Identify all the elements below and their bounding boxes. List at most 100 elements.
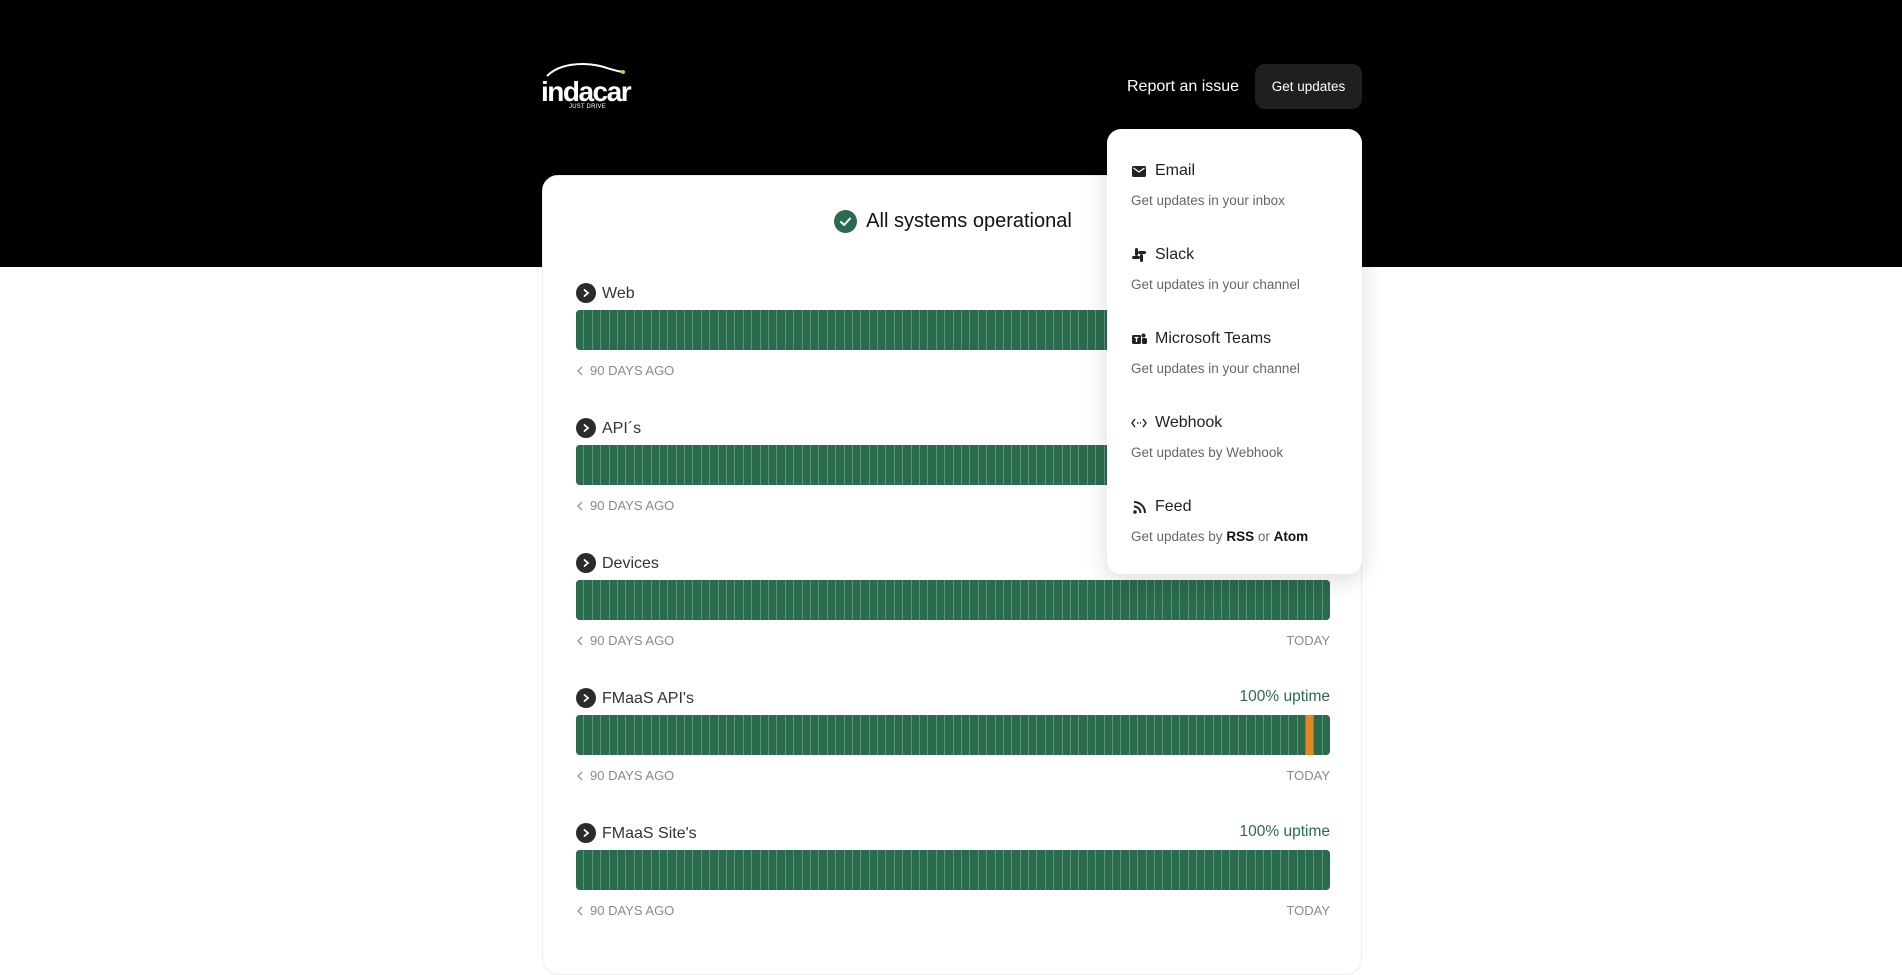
uptime-day-bar[interactable] (1264, 580, 1273, 620)
uptime-day-bar[interactable] (1037, 580, 1046, 620)
subscribe-slack[interactable]: Slack Get updates in your channel (1131, 246, 1346, 316)
uptime-day-bar[interactable] (920, 850, 929, 890)
uptime-day-bar[interactable] (710, 715, 719, 755)
uptime-day-bar[interactable] (836, 715, 845, 755)
uptime-day-bar[interactable] (1096, 310, 1105, 350)
uptime-day-bar[interactable] (1071, 715, 1080, 755)
uptime-day-bar[interactable] (1054, 850, 1063, 890)
atom-link[interactable]: Atom (1273, 529, 1309, 544)
uptime-day-bar[interactable] (1272, 715, 1281, 755)
uptime-day-bar[interactable] (643, 580, 652, 620)
uptime-day-bar[interactable] (768, 310, 778, 350)
uptime-day-bar[interactable] (643, 850, 652, 890)
uptime-day-bar[interactable] (878, 580, 887, 620)
uptime-day-bar[interactable] (1154, 715, 1164, 755)
uptime-day-bar-incident[interactable] (1305, 715, 1315, 755)
uptime-day-bar[interactable] (978, 310, 988, 350)
uptime-day-bar[interactable] (685, 580, 694, 620)
uptime-day-bar[interactable] (643, 715, 652, 755)
uptime-day-bar[interactable] (1205, 850, 1214, 890)
uptime-day-bar[interactable] (693, 850, 702, 890)
uptime-day-bar[interactable] (878, 850, 887, 890)
uptime-day-bar[interactable] (1297, 715, 1306, 755)
uptime-day-bar[interactable] (1087, 445, 1097, 485)
uptime-day-bar[interactable] (911, 580, 921, 620)
uptime-day-bar[interactable] (626, 850, 635, 890)
uptime-day-bar[interactable] (693, 580, 702, 620)
uptime-day-bar[interactable] (1188, 580, 1197, 620)
uptime-day-bar[interactable] (886, 445, 895, 485)
uptime-day-bar[interactable] (651, 850, 660, 890)
uptime-day-bar[interactable] (970, 580, 979, 620)
uptime-day-bar[interactable] (970, 850, 979, 890)
uptime-day-bar[interactable] (961, 715, 971, 755)
uptime-day-bar[interactable] (819, 445, 828, 485)
uptime-day-bar[interactable] (1029, 445, 1038, 485)
uptime-day-bar[interactable] (936, 715, 946, 755)
uptime-day-bar[interactable] (794, 310, 803, 350)
uptime-day-bar[interactable] (995, 715, 1004, 755)
uptime-day-bar[interactable] (609, 310, 618, 350)
uptime-day-bar[interactable] (634, 580, 644, 620)
uptime-day-bar[interactable] (1020, 850, 1030, 890)
uptime-day-bar[interactable] (1104, 580, 1113, 620)
uptime-day-bar[interactable] (659, 715, 669, 755)
uptime-day-bar[interactable] (827, 715, 837, 755)
uptime-day-bar[interactable] (777, 310, 786, 350)
uptime-day-bar[interactable] (1062, 310, 1072, 350)
uptime-day-bar[interactable] (785, 850, 795, 890)
uptime-day-bar[interactable] (743, 715, 753, 755)
uptime-day-bar[interactable] (961, 580, 971, 620)
uptime-day-bar[interactable] (668, 715, 677, 755)
chevron-right-icon[interactable] (576, 823, 596, 843)
uptime-day-bar[interactable] (609, 715, 618, 755)
uptime-day-bar[interactable] (735, 310, 744, 350)
uptime-day-bar[interactable] (1003, 580, 1013, 620)
uptime-day-bar[interactable] (1163, 715, 1172, 755)
uptime-day-bar[interactable] (844, 580, 853, 620)
uptime-day-bar[interactable] (911, 850, 921, 890)
uptime-day-bar[interactable] (634, 850, 644, 890)
uptime-day-bar[interactable] (727, 580, 736, 620)
uptime-day-bar[interactable] (685, 445, 694, 485)
uptime-day-bar[interactable] (634, 715, 644, 755)
uptime-day-bar[interactable] (844, 445, 853, 485)
uptime-day-bar[interactable] (1171, 580, 1181, 620)
uptime-day-bar[interactable] (844, 850, 853, 890)
uptime-day-bar[interactable] (1003, 445, 1013, 485)
uptime-day-bar[interactable] (961, 850, 971, 890)
uptime-day-bar[interactable] (735, 445, 744, 485)
uptime-day-bar[interactable] (819, 715, 828, 755)
uptime-day-bar[interactable] (928, 850, 937, 890)
uptime-day-bar[interactable] (1012, 310, 1021, 350)
uptime-day-bar[interactable] (810, 715, 820, 755)
uptime-day-bar[interactable] (668, 850, 677, 890)
uptime-day-bar[interactable] (1222, 580, 1231, 620)
uptime-day-bar[interactable] (659, 445, 669, 485)
uptime-day-bar[interactable] (1113, 715, 1122, 755)
uptime-day-bar[interactable] (1029, 850, 1038, 890)
uptime-day-bar[interactable] (886, 310, 895, 350)
uptime-day-bar[interactable] (1205, 580, 1214, 620)
uptime-day-bar[interactable] (920, 715, 929, 755)
uptime-day-bar[interactable] (1104, 715, 1113, 755)
uptime-day-bar[interactable] (1003, 715, 1013, 755)
uptime-day-bar[interactable] (1171, 850, 1181, 890)
uptime-day-bar[interactable] (1146, 715, 1155, 755)
uptime-day-bar[interactable] (752, 445, 761, 485)
rss-link[interactable]: RSS (1226, 529, 1255, 544)
uptime-day-bar[interactable] (1045, 850, 1055, 890)
uptime-day-bar[interactable] (852, 580, 862, 620)
uptime-day-bar[interactable] (861, 715, 870, 755)
uptime-day-bar[interactable] (802, 310, 811, 350)
uptime-day-bar[interactable] (777, 580, 786, 620)
uptime-day-bar[interactable] (1280, 580, 1290, 620)
uptime-day-bar[interactable] (936, 310, 946, 350)
uptime-day-bar[interactable] (1087, 310, 1097, 350)
uptime-day-bar[interactable] (953, 850, 962, 890)
uptime-day-bar[interactable] (827, 580, 837, 620)
uptime-day-bar[interactable] (1154, 580, 1164, 620)
uptime-day-bar[interactable] (1096, 715, 1105, 755)
uptime-day-bar[interactable] (743, 850, 753, 890)
uptime-day-bar[interactable] (626, 310, 635, 350)
